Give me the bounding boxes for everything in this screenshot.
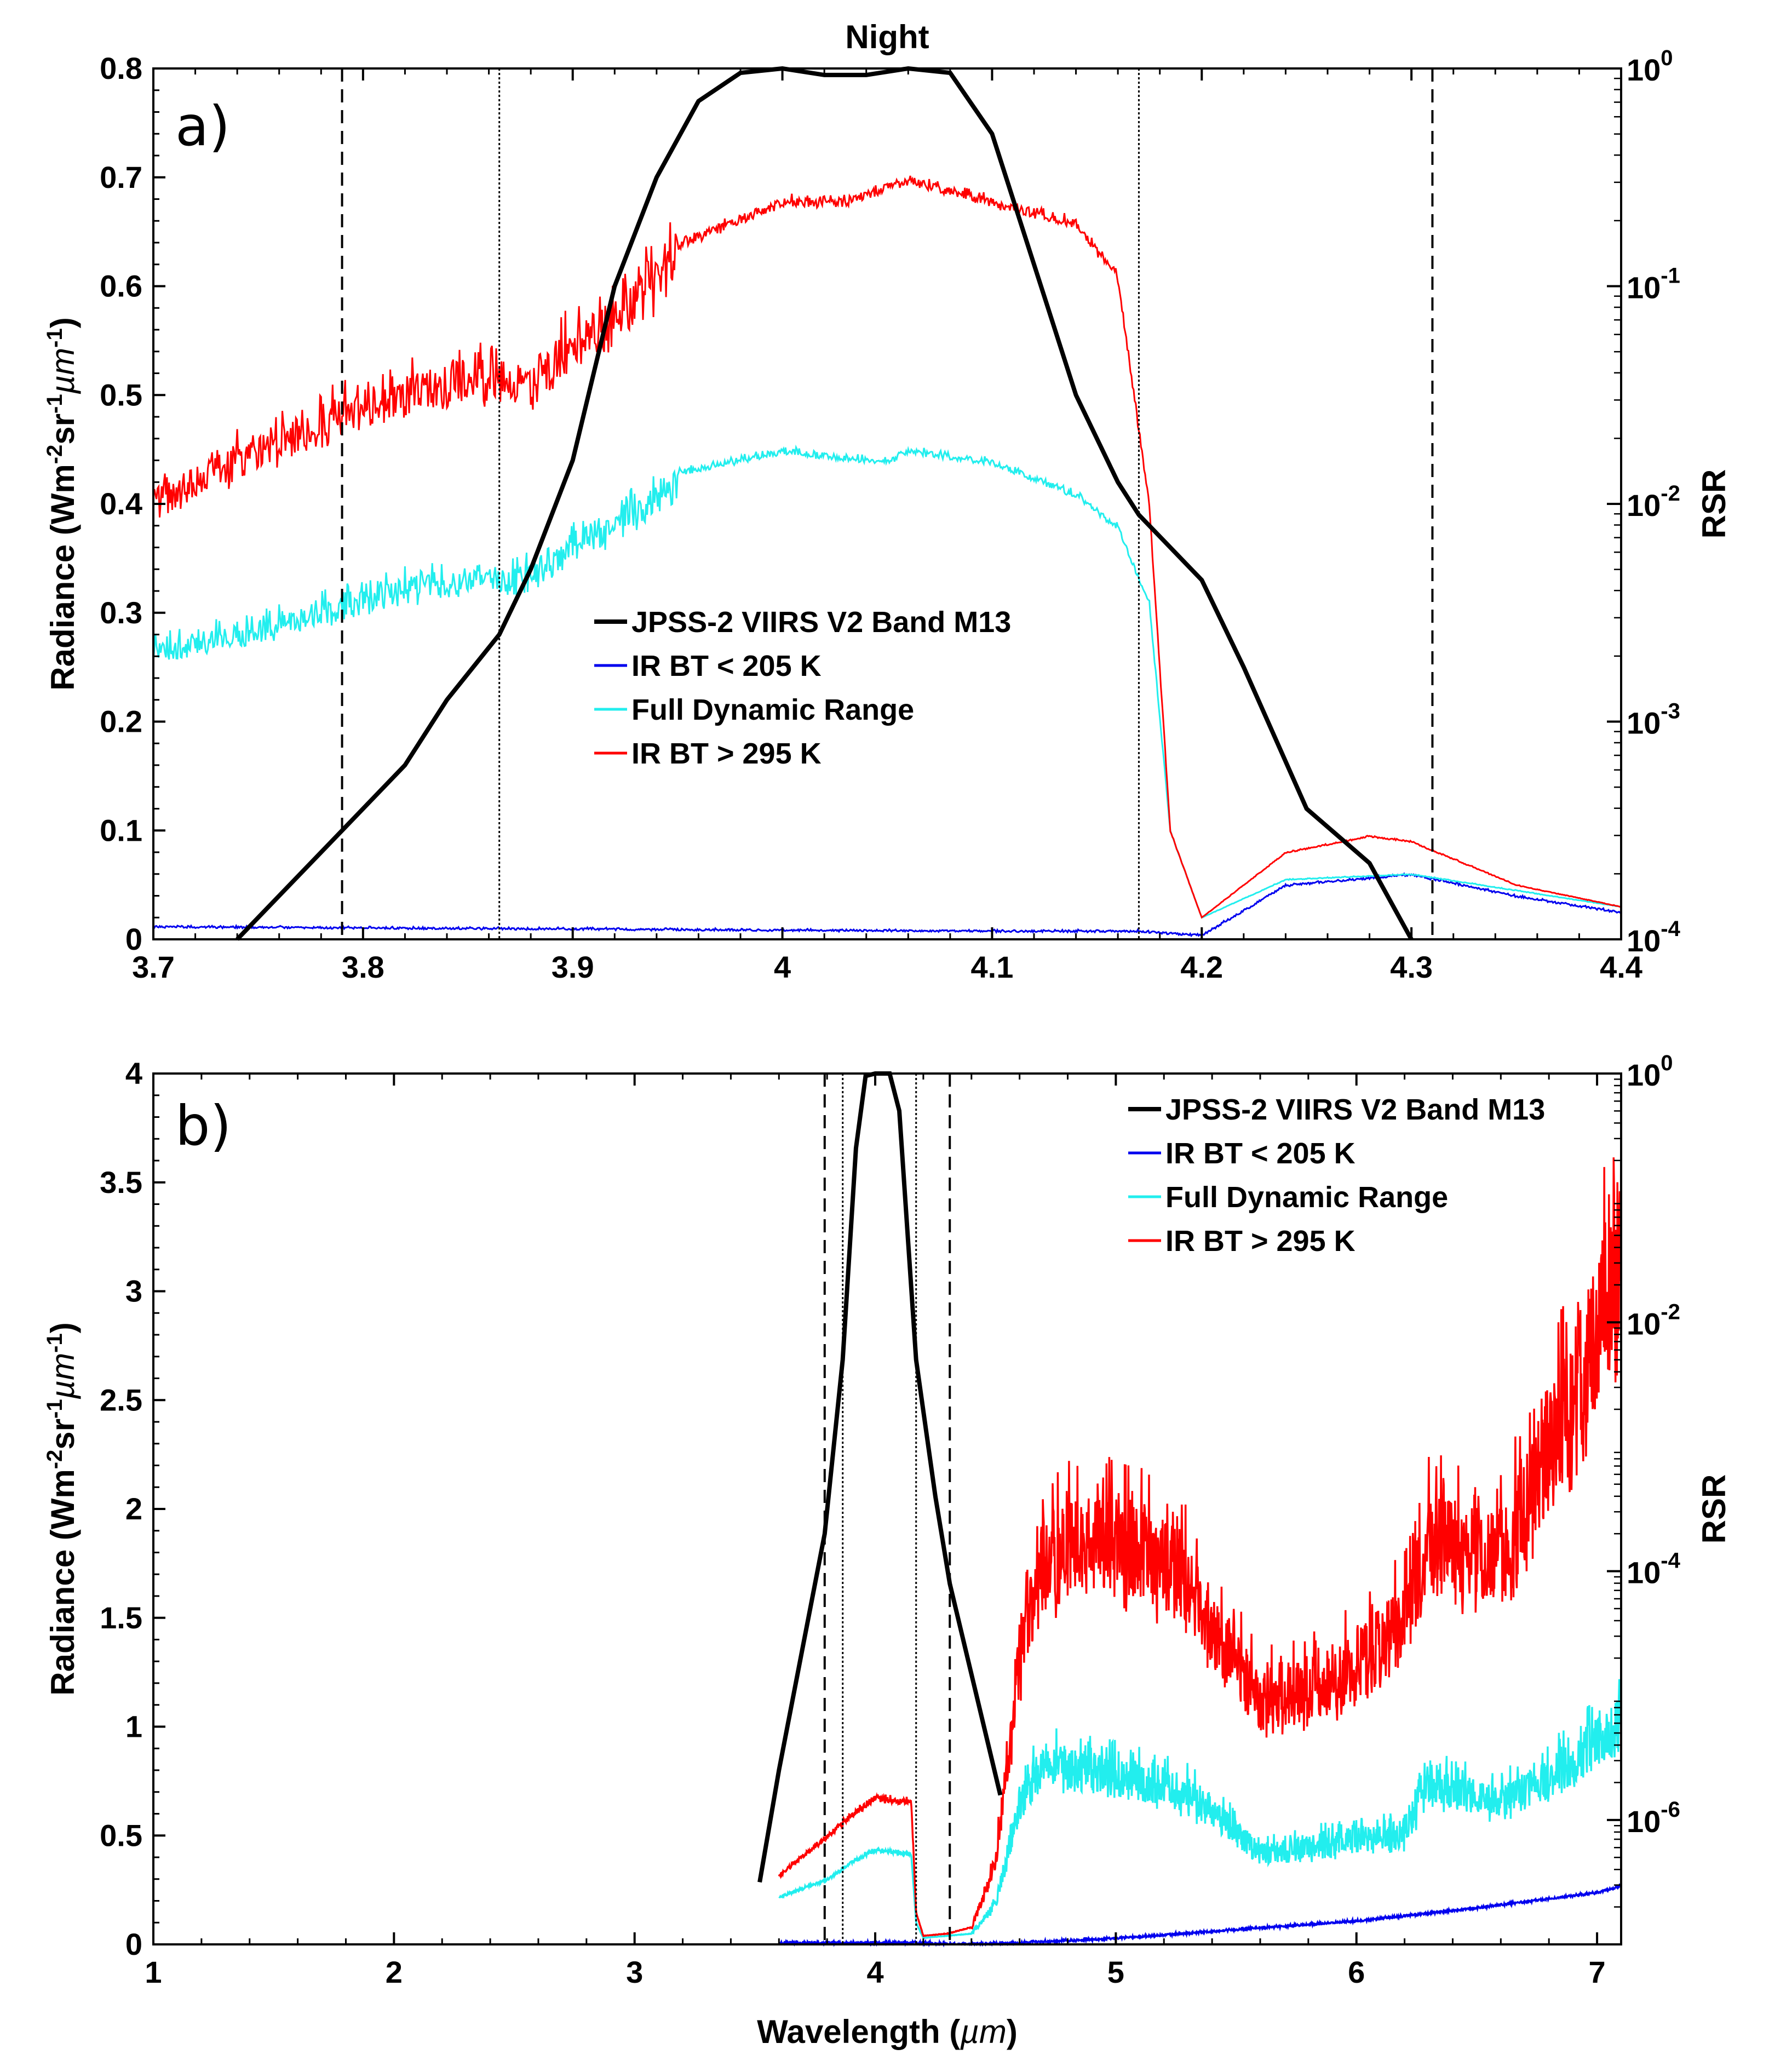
x-tick-label: 5 (1107, 1955, 1124, 1989)
panel-b-reference-lines (823, 1074, 951, 1944)
legend-entry: Full Dynamic Range (631, 693, 914, 726)
y-tick-label: 0.8 (100, 51, 142, 85)
ylabel-exp2: -1 (43, 1399, 67, 1419)
x-tick-label: 3.7 (132, 950, 175, 984)
y2-tick-label: 100 (1627, 46, 1673, 87)
ylabel-mid: sr (44, 414, 81, 445)
series-ir-bt-205-k (778, 1883, 1622, 1948)
x-tick-label: 3.8 (342, 950, 384, 984)
y-tick-label: 0.5 (100, 377, 142, 412)
series-full-dynamic-range (778, 1679, 1622, 1939)
x-tick-label: 7 (1588, 1955, 1605, 1989)
y-tick-label: 0.6 (100, 269, 142, 303)
y-tick-label: 0.2 (100, 704, 142, 739)
y-tick-label: 0.3 (100, 595, 142, 630)
panel-b-ticks: 1 2 3 4 5 6 7 0 0.5 1 1.5 2 2.5 3 3.5 4 100 10-2 10-4 10-6 (100, 1051, 1680, 1989)
series-ir-bt-295-k (778, 1129, 1622, 1938)
legend-entry: JPSS-2 VIIRS V2 Band M13 (1165, 1093, 1545, 1126)
ylabel-end: ) (44, 1322, 81, 1333)
panel-a-reference-lines (341, 68, 1434, 939)
legend-entry: IR BT < 205 K (1165, 1137, 1356, 1170)
y-tick-label: 2.5 (100, 1382, 142, 1417)
y2-tick-label: 10-6 (1627, 1798, 1680, 1839)
legend-entry: IR BT < 205 K (631, 650, 822, 682)
y2-tick-label: 10-1 (1627, 264, 1680, 305)
panel-b-ylabel: Radiance (Wm-2sr-1µm-1) (43, 1322, 81, 1695)
y2-tick-label: 10-4 (1627, 1549, 1681, 1590)
y2-tick-label: 10-3 (1627, 699, 1680, 741)
y2-tick-label: 10-4 (1627, 917, 1681, 958)
ylabel-end: ) (44, 317, 81, 328)
panel-a-y2label: RSR (1696, 469, 1732, 539)
y2-tick-label: 10-2 (1627, 481, 1680, 523)
panel-b-data-lines (757, 1071, 1622, 1948)
series-rsr-band-m13 (757, 1071, 1003, 1883)
legend-entry: JPSS-2 VIIRS V2 Band M13 (631, 606, 1011, 639)
ylabel-base: Radiance (Wm (44, 464, 81, 690)
x-tick-label: 4.4 (1600, 950, 1642, 984)
legend-entry: IR BT > 295 K (1165, 1225, 1356, 1258)
x-tick-label: 6 (1348, 1955, 1365, 1989)
y-tick-label: 1.5 (100, 1600, 142, 1635)
series-rsr-band-m13 (236, 66, 1414, 941)
ylabel-exp3: -1 (43, 1333, 67, 1353)
panel-a: 3.7 3.8 3.9 4 4.1 4.2 4.3 4.4 0 0.1 0.2 0.3 0.4 0.5 0.… (43, 19, 1732, 984)
x-tick-label: 3.9 (552, 950, 594, 984)
y-tick-label: 4 (125, 1056, 142, 1090)
y-tick-label: 2 (125, 1491, 142, 1526)
ylabel-mid: sr (44, 1419, 81, 1450)
panel-a-title: Night (845, 19, 929, 55)
legend-entry: IR BT > 295 K (631, 737, 822, 770)
x-tick-label: 4 (774, 950, 791, 984)
y2-tick-label: 100 (1627, 1051, 1673, 1092)
ylabel-mu: µm (44, 348, 81, 395)
y-tick-label: 0.7 (100, 160, 142, 194)
y-tick-label: 0.5 (100, 1818, 142, 1852)
ylabel-mu: µm (44, 1353, 81, 1400)
panel-b-legend: JPSS-2 VIIRS V2 Band M13 IR BT < 205 K Ful… (1128, 1093, 1545, 1258)
panel-b-label: b) (175, 1094, 232, 1158)
xlabel-mu: µm (960, 2013, 1007, 2050)
ylabel-exp3: -1 (43, 328, 67, 348)
y-tick-label: 0.4 (100, 486, 142, 521)
y-tick-label: 0 (125, 1927, 142, 1961)
panel-a-ylabel: Radiance (Wm-2sr-1µm-1) (43, 317, 81, 690)
panel-b: 1 2 3 4 5 6 700.511.522.533.54 10010-210-410-6 … (43, 1051, 1732, 2050)
ylabel-exp2: -1 (43, 394, 67, 414)
y-tick-label: 3.5 (100, 1165, 142, 1199)
legend-entry: Full Dynamic Range (1165, 1181, 1448, 1214)
ylabel-base: Radiance (Wm (44, 1469, 81, 1695)
xlabel-base: Wavelength ( (757, 2013, 960, 2050)
x-tick-label: 1 (145, 1955, 162, 1989)
x-tick-label: 4.2 (1180, 950, 1223, 984)
panel-a-ticks: 3.7 3.8 3.9 4 4.1 4.2 4.3 4.4 0 0.1 0.2 0.3 0.4 0.5 0.… (100, 46, 1680, 984)
series-ir-bt-295-k (152, 175, 1622, 919)
panel-b-y2label: RSR (1696, 1474, 1732, 1544)
x-tick-label: 2 (386, 1955, 403, 1989)
panel-a-data-lines (152, 66, 1622, 941)
y-tick-label: 1 (125, 1709, 142, 1744)
xlabel-end: ) (1007, 2013, 1018, 2050)
x-tick-label: 4.1 (970, 950, 1013, 984)
x-tick-label: 4 (866, 1955, 883, 1989)
x-tick-label: 4.3 (1390, 950, 1433, 984)
y2-tick-label: 10-2 (1627, 1300, 1680, 1341)
x-tick-label: 3 (626, 1955, 643, 1989)
y-tick-label: 0.1 (100, 813, 142, 847)
panel-a-legend: JPSS-2 VIIRS V2 Band M13 IR BT < 205 K Ful… (594, 606, 1011, 770)
panel-b-xlabel: Wavelength (µm) (757, 2013, 1018, 2050)
ylabel-exp1: -2 (43, 1450, 67, 1470)
panel-a-background (153, 68, 1621, 939)
y-tick-label: 0 (125, 922, 142, 956)
ylabel-exp1: -2 (43, 445, 67, 464)
panel-a-label: a) (175, 94, 230, 158)
y-tick-label: 3 (125, 1274, 142, 1308)
